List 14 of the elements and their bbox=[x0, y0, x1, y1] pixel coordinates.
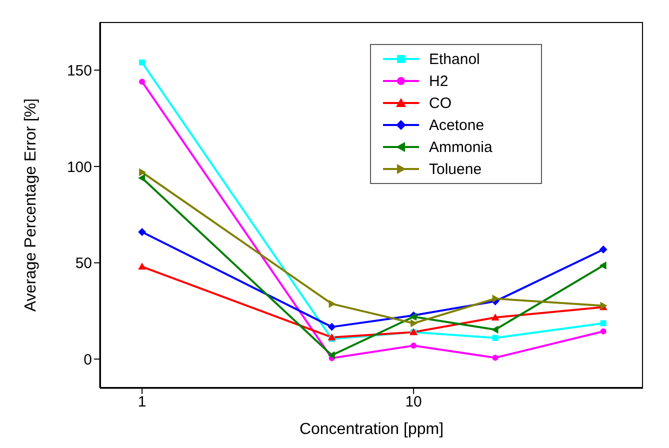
legend-label: Ammonia bbox=[429, 138, 492, 156]
y-tick-label: 0 bbox=[84, 351, 92, 368]
y-axis-title: Average Percentage Error [%] bbox=[22, 98, 40, 312]
legend-label: Ethanol bbox=[429, 50, 480, 68]
x-axis-title: Concentration [ppm] bbox=[299, 421, 444, 438]
x-tick-label: 1 bbox=[138, 394, 146, 411]
legend-label: Acetone bbox=[429, 116, 484, 134]
legend-label: CO bbox=[429, 94, 452, 112]
y-tick-label: 50 bbox=[75, 255, 92, 272]
y-tick-label: 100 bbox=[66, 158, 92, 176]
legend-label: H2 bbox=[429, 72, 448, 90]
legend-label: Toluene bbox=[429, 160, 482, 178]
x-tick-label: 10 bbox=[405, 394, 422, 411]
y-tick-label: 150 bbox=[66, 62, 92, 80]
